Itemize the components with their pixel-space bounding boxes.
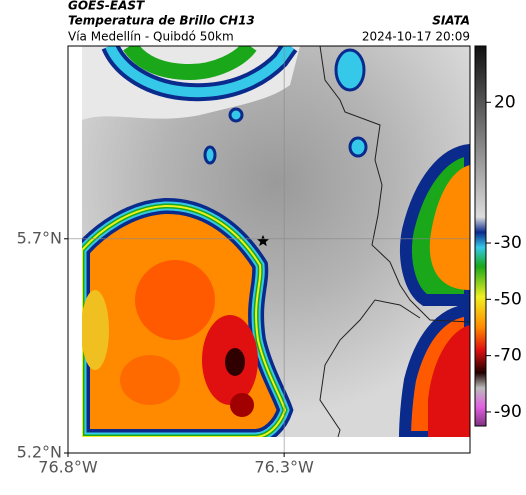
colorbar-tick-label: -90 [494,402,522,422]
source: SIATA [432,14,470,28]
map-frame [67,45,471,454]
colorbar-tick-label: -70 [494,346,522,366]
colorbar-tick-label: -30 [494,233,522,253]
colorbar-ticks: 20 -30 -50 -70 -90 [486,92,522,422]
route: Vía Medellín - Quibdó 50km [68,30,234,44]
colorbar-tick-label: 20 [494,92,516,112]
y-tick-label: 5.7°N [17,228,62,247]
subtitle: Temperatura de Brillo CH13 [68,14,255,28]
x-tick-label: 76.3°W [254,458,314,477]
x-tick-label: 76.8°W [38,458,98,477]
timestamp: 2024-10-17 20:09 [362,30,470,44]
y-tick-label: 5.2°N [17,443,62,462]
cold-cloud-left [82,197,294,437]
cold-cloud-right [398,143,470,437]
title: GOES-EAST [68,0,145,13]
colorbar-tick-label: -50 [494,289,522,309]
borders [319,46,470,437]
location-star [257,235,269,247]
satellite-field [82,46,470,437]
colorbar [474,45,487,427]
